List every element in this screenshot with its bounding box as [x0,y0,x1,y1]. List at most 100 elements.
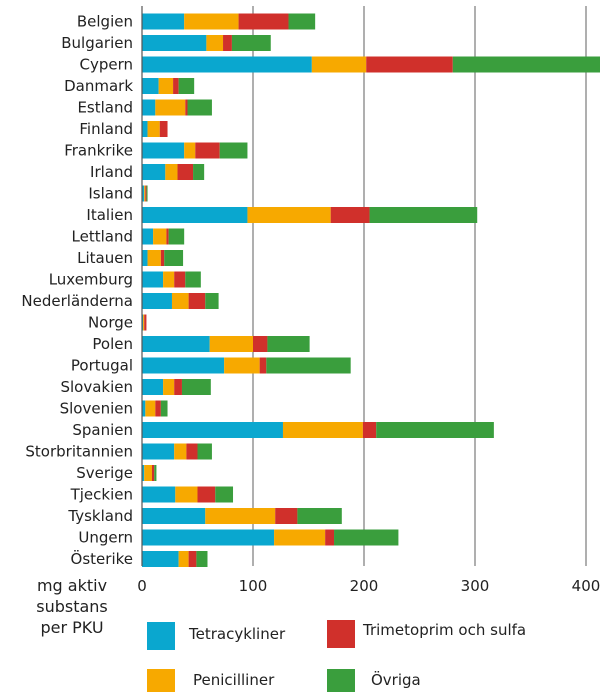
bar-slovenien-penicilliner [145,400,156,417]
bar-belgien-tetracykliner [142,13,185,30]
bar-osterike-trimetoprim-och-sulfa [188,551,197,567]
bar-danmark-trimetoprim-och-sulfa [173,78,179,94]
category-label-sverige: Sverige [76,464,133,482]
bar-irland-trimetoprim-och-sulfa [177,164,194,180]
bar-polen-trimetoprim-och-sulfa [253,336,268,352]
category-label-frankrike: Frankrike [64,142,133,160]
bar-litauen-tetracykliner [142,250,148,266]
bar-cypern-tetracykliner [142,56,312,73]
bar-storbritannien-tetracykliner [142,443,175,460]
bar-finland-trimetoprim-och-sulfa [159,121,168,137]
bar-osterike-ovriga [196,551,208,567]
bar-luxemburg-tetracykliner [142,271,164,288]
bar-tyskland-tetracykliner [142,508,206,524]
legend-label-penicilliner: Penicilliner [193,671,275,689]
category-label-spanien: Spanien [72,421,133,439]
bar-polen-tetracykliner [142,336,210,352]
legend-label-ovriga: Övriga [371,670,421,689]
category-label-storbritannien: Storbritannien [25,443,133,461]
category-label-portugal: Portugal [71,357,133,375]
bar-portugal-penicilliner [224,357,260,374]
bar-lettland-tetracykliner [142,228,154,245]
category-label-polen: Polen [92,335,133,353]
bar-lettland-penicilliner [153,228,167,245]
bar-spanien-tetracykliner [142,422,283,438]
bar-cypern-ovriga [452,56,600,73]
bar-portugal-ovriga [266,357,351,374]
bar-italien-ovriga [369,207,478,223]
bar-litauen-trimetoprim-och-sulfa [160,250,165,266]
bar-sverige-ovriga [154,465,157,481]
bar-estland-trimetoprim-och-sulfa [185,99,188,116]
bar-litauen-penicilliner [147,250,161,266]
bar-island-ovriga [146,185,148,202]
bar-tjeckien-tetracykliner [142,486,176,503]
bar-slovakien-penicilliner [163,379,175,395]
bar-luxemburg-penicilliner [163,271,175,288]
bar-lettland-ovriga [168,228,185,245]
bar-tyskland-trimetoprim-och-sulfa [275,508,298,524]
bar-tyskland-ovriga [297,508,342,524]
category-label-bulgarien: Bulgarien [61,34,133,52]
legend-label-trimetoprim-och-sulfa: Trimetoprim och sulfa [362,621,526,639]
x-tick-labels: 0 100 200 300 400 [137,577,600,595]
legend-label-tetracykliner: Tetracykliner [188,625,286,643]
bar-danmark-tetracykliner [142,78,159,94]
legend-swatch-penicilliner [147,669,175,692]
bar-irland-penicilliner [165,164,178,180]
x-tick-label-200: 200 [350,577,379,595]
bar-storbritannien-trimetoprim-och-sulfa [186,443,198,460]
bar-frankrike-penicilliner [184,142,196,159]
x-axis-label: mg aktiv substans per PKU [36,576,108,637]
bar-slovenien-tetracykliner [142,400,146,417]
bar-spanien-ovriga [376,422,494,438]
legend-swatch-ovriga [327,669,355,692]
bar-belgien-ovriga [288,13,316,30]
bar-cypern-trimetoprim-och-sulfa [366,56,453,73]
bar-sverige-penicilliner [144,465,152,481]
bar-polen-penicilliner [209,336,253,352]
bar-cypern-penicilliner [311,56,367,73]
bar-sverige-trimetoprim-och-sulfa [151,465,155,481]
bar-belgien-trimetoprim-och-sulfa [238,13,289,30]
x-axis-label-line-2: substans [36,597,108,616]
x-tick-label-100: 100 [239,577,268,595]
category-label-lettland: Lettland [72,228,133,246]
bar-norge-trimetoprim-och-sulfa [144,314,147,331]
x-tick-label-400: 400 [572,577,600,595]
bar-osterike-penicilliner [178,551,189,567]
bar-spanien-trimetoprim-och-sulfa [362,422,377,438]
x-axis-label-line-1: mg aktiv [37,576,107,595]
bar-estland-tetracykliner [142,99,156,116]
bar-bulgarien-penicilliner [206,35,224,51]
bar-slovakien-ovriga [181,379,211,395]
category-label-luxemburg: Luxemburg [49,271,133,289]
bar-italien-penicilliner [247,207,331,223]
bar-luxemburg-trimetoprim-och-sulfa [174,271,186,288]
category-label-irland: Irland [90,163,133,181]
bar-irland-tetracykliner [142,164,166,180]
bar-italien-tetracykliner [142,207,248,223]
bar-portugal-tetracykliner [142,357,225,374]
bar-frankrike-ovriga [219,142,248,159]
bar-spanien-penicilliner [282,422,363,438]
bar-osterike-tetracykliner [142,551,179,567]
bar-storbritannien-penicilliner [174,443,187,460]
legend-swatch-tetracykliner [147,622,175,650]
category-label-litauen: Litauen [77,249,133,267]
grid-lines [252,6,587,566]
bar-nederlanderna-penicilliner [171,293,189,309]
bar-estland-penicilliner [155,99,186,116]
bar-ungern-tetracykliner [142,529,275,546]
bars [142,13,600,567]
bar-bulgarien-ovriga [231,35,271,51]
bar-sverige-tetracykliner [142,465,145,481]
bar-polen-ovriga [267,336,310,352]
bar-finland-tetracykliner [142,121,148,137]
bar-portugal-trimetoprim-och-sulfa [259,357,267,374]
bar-norge-penicilliner [143,314,145,331]
bar-tjeckien-ovriga [215,486,234,503]
bar-luxemburg-ovriga [185,271,201,288]
category-label-slovenien: Slovenien [60,400,133,418]
